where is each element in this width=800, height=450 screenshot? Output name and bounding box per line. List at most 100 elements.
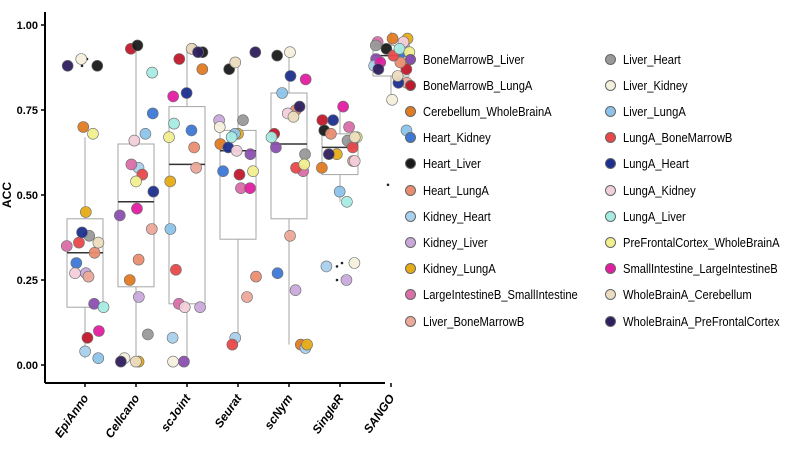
x-tick-label: scNym (261, 391, 295, 432)
legend-swatch (405, 263, 416, 275)
data-point (237, 114, 249, 126)
data-point (372, 63, 385, 75)
data-point (289, 284, 302, 297)
legend-swatch (405, 210, 416, 222)
legend-item: Kidney_LungA (405, 258, 508, 280)
data-point (132, 253, 145, 266)
data-point (190, 162, 202, 174)
data-point (73, 236, 85, 249)
data-point (81, 331, 94, 344)
data-point (213, 121, 226, 133)
legend-item: Heart_LungA (405, 179, 500, 201)
data-point (167, 355, 179, 368)
y-tick-label: 1.00 (17, 20, 38, 32)
data-point (92, 352, 105, 365)
legend-label: BoneMarrowB_LungA (423, 77, 533, 93)
legend-item: LungA_Heart (605, 153, 700, 175)
data-point (247, 165, 259, 177)
data-point (244, 148, 257, 160)
data-point (327, 114, 339, 126)
legend-label: SmallIntestine_LargeIntestineB (623, 261, 778, 277)
data-point (341, 196, 353, 208)
box (66, 218, 104, 308)
legend-item: Kidney_Heart (405, 205, 502, 227)
legend-label: Liver_LungA (623, 103, 686, 119)
data-point (123, 274, 136, 286)
legend-item: BoneMarrowB_Liver (405, 48, 541, 70)
legend-label: LargeIntestineB_SmallIntestine (423, 287, 578, 303)
data-point (146, 66, 158, 79)
data-point (244, 182, 256, 194)
data-point (393, 42, 406, 55)
data-point (139, 128, 152, 140)
legend-item: Liver_LungA (605, 100, 696, 122)
data-point (167, 90, 179, 103)
legend-item: Liver_Heart (605, 48, 690, 70)
data-point (233, 168, 246, 181)
legend-swatch (405, 236, 416, 248)
data-point (192, 46, 204, 59)
legend-label: PreFrontalCortex_WholeBrainA (623, 234, 780, 250)
data-point (130, 355, 142, 368)
data-point (97, 301, 110, 314)
data-point (270, 141, 282, 154)
outlier-dot (335, 278, 339, 282)
legend-label: Heart_LungA (423, 182, 489, 198)
data-point (348, 155, 361, 167)
legend-swatch (605, 105, 616, 117)
x-tick-label: Cellcano (102, 392, 142, 441)
data-point (87, 128, 99, 140)
data-point (88, 247, 101, 259)
data-point (166, 331, 179, 344)
data-point (386, 32, 399, 45)
data-point (60, 240, 73, 252)
data-point (325, 128, 337, 140)
legend-label: Kidney_LungA (423, 261, 496, 277)
data-point (230, 145, 243, 157)
y-tick-label: 0.75 (17, 105, 38, 117)
legend-item: SmallIntestine_LargeIntestineB (605, 258, 800, 280)
data-point (391, 70, 404, 82)
legend-label: Liver_BoneMarrowB (423, 313, 525, 329)
data-point (75, 53, 88, 65)
legend-label: Liver_Kidney (623, 77, 688, 93)
data-point (340, 274, 353, 286)
legend-label: LungA_Liver (623, 208, 686, 224)
data-point (386, 94, 398, 106)
data-point (82, 270, 95, 283)
x-tick-label: Seurat (212, 391, 245, 430)
legend-swatch (605, 263, 616, 275)
data-point (69, 267, 81, 280)
data-point (316, 162, 328, 174)
data-point (299, 148, 311, 160)
boxes-layer (66, 31, 410, 362)
legend-item: Heart_Liver (405, 153, 490, 175)
legend-item: BoneMarrowB_LungA (405, 74, 550, 96)
data-point (349, 131, 361, 143)
data-point (146, 223, 158, 235)
y-tick-label: 0.25 (17, 275, 38, 287)
legend-label: LungA_Heart (623, 156, 689, 172)
data-point (284, 70, 297, 82)
legend-label: WholeBrainA_Cerebellum (623, 287, 752, 303)
data-point (77, 121, 90, 133)
data-point (131, 39, 144, 52)
data-point (369, 39, 382, 52)
legend-label: Kidney_Heart (423, 208, 491, 224)
data-point (316, 114, 329, 126)
data-point (163, 131, 175, 143)
data-point (185, 124, 198, 137)
data-point (241, 291, 253, 303)
legend-swatch (605, 184, 616, 196)
legend-item: LargeIntestineB_SmallIntestine (405, 284, 603, 306)
legend-label: WholeBrainA_PreFrontalCortex (623, 313, 780, 329)
data-point (229, 56, 242, 69)
legend-swatch (405, 132, 416, 144)
data-point (80, 206, 92, 218)
data-point (164, 175, 177, 188)
data-point (131, 202, 143, 215)
legend-label: Heart_Kidney (423, 130, 491, 146)
box (321, 133, 359, 176)
legend-swatch (405, 105, 416, 117)
data-point (337, 100, 349, 113)
